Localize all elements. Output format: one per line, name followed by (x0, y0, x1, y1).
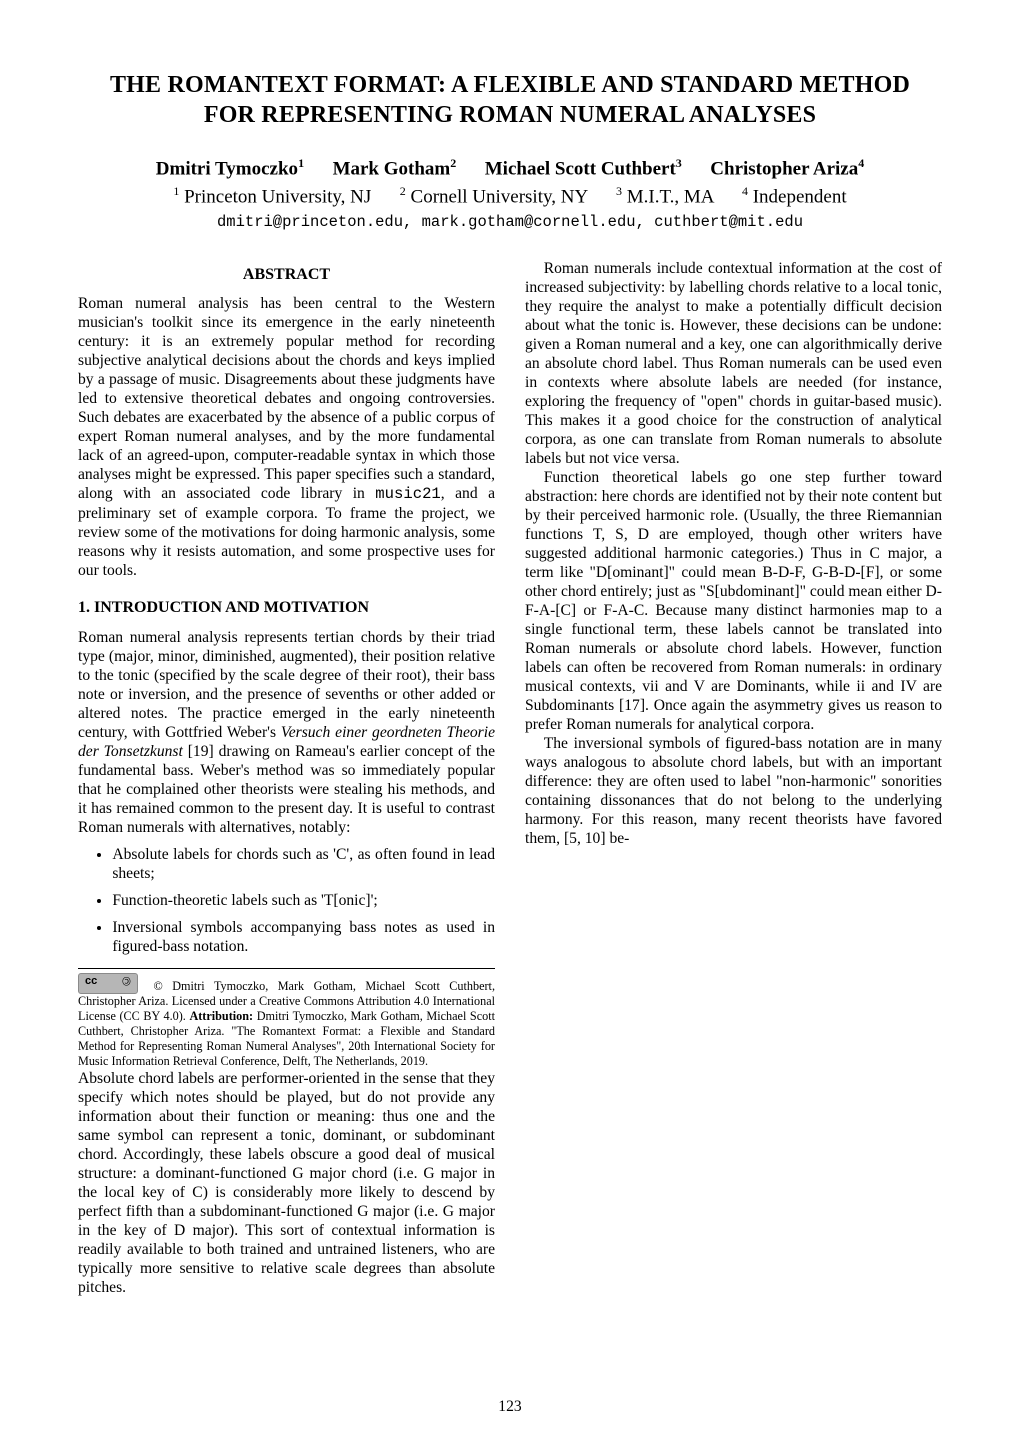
bullet-list: Absolute labels for chords such as 'C', … (78, 845, 495, 956)
abstract-heading: ABSTRACT (78, 265, 495, 285)
col2-paragraph-4: The inversional symbols of figured-bass … (525, 734, 942, 848)
author-3-affil-sup: 3 (676, 156, 682, 170)
intro-paragraph-1: Roman numeral analysis represents tertia… (78, 628, 495, 837)
bullet-1: Absolute labels for chords such as 'C', … (112, 845, 495, 883)
affil-2-sup: 2 (400, 184, 406, 198)
affil-1-sup: 1 (173, 184, 179, 198)
affiliation-line: 1 Princeton University, NJ 2 Cornell Uni… (78, 184, 942, 208)
col2-paragraph-3: Function theoretical labels go one step … (525, 468, 942, 734)
col2-paragraph-1: Absolute chord labels are performer-orie… (78, 1069, 495, 1297)
title-line-2: FOR REPRESENTING ROMAN NUMERAL ANALYSES (204, 102, 816, 128)
cc-by-icon (78, 973, 138, 994)
two-column-body: ABSTRACT Roman numeral analysis has been… (78, 259, 942, 1334)
col2-paragraph-2: Roman numerals include contextual inform… (525, 259, 942, 468)
abstract-pre: Roman numeral analysis has been central … (78, 295, 495, 502)
affil-1: Princeton University, NJ (184, 187, 371, 208)
emails: dmitri@princeton.edu, mark.gotham@cornel… (78, 213, 942, 231)
paper-title: THE ROMANTEXT FORMAT: A FLEXIBLE AND STA… (78, 70, 942, 130)
license-block: © Dmitri Tymoczko, Mark Gotham, Michael … (78, 968, 495, 1068)
affil-4: Independent (753, 187, 847, 208)
bullet-2: Function-theoretic labels such as 'T[oni… (112, 891, 495, 910)
license-attribution-label: Attribution: (189, 1009, 253, 1023)
author-2-affil-sup: 2 (450, 156, 456, 170)
affil-2: Cornell University, NY (411, 187, 588, 208)
author-1-affil-sup: 1 (298, 156, 304, 170)
title-line-1: THE ROMANTEXT FORMAT: A FLEXIBLE AND STA… (110, 72, 910, 98)
page: THE ROMANTEXT FORMAT: A FLEXIBLE AND STA… (0, 0, 1020, 1442)
bullet-3: Inversional symbols accompanying bass no… (112, 918, 495, 956)
author-2: Mark Gotham (333, 158, 451, 179)
author-line: Dmitri Tymoczko1 Mark Gotham2 Michael Sc… (78, 156, 942, 180)
affil-3: M.I.T., MA (627, 187, 714, 208)
author-1: Dmitri Tymoczko (156, 158, 298, 179)
page-number: 123 (0, 1398, 1020, 1416)
author-4-affil-sup: 4 (858, 156, 864, 170)
abstract-code: music21 (375, 485, 441, 503)
affil-3-sup: 3 (616, 184, 622, 198)
section-1-heading: 1. INTRODUCTION AND MOTIVATION (78, 598, 495, 618)
abstract-text: Roman numeral analysis has been central … (78, 294, 495, 580)
author-4: Christopher Ariza (710, 158, 858, 179)
author-3: Michael Scott Cuthbert (485, 158, 676, 179)
affil-4-sup: 4 (742, 184, 748, 198)
